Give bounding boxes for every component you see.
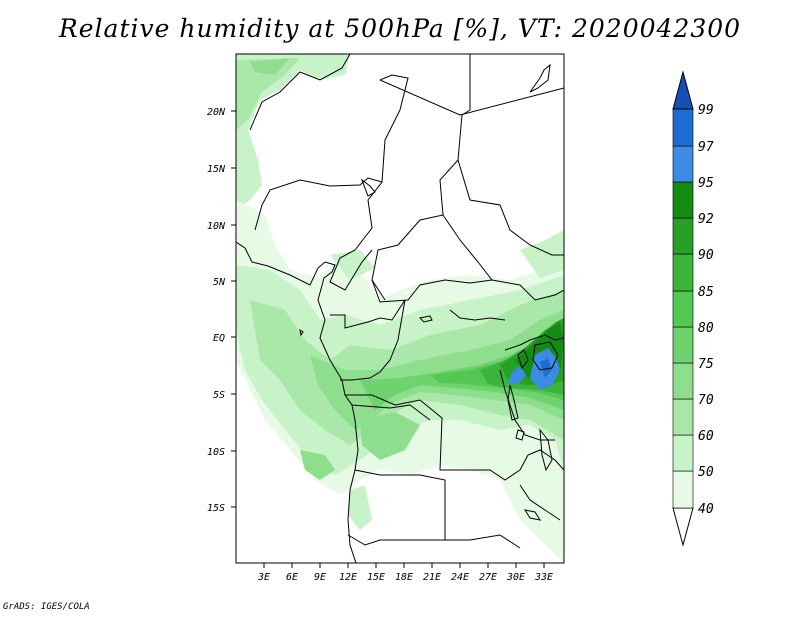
humidity-patch (540, 358, 552, 378)
colorbar-label: 85 (698, 285, 714, 300)
lat-label: 15S (207, 503, 225, 514)
lake (517, 349, 529, 370)
lon-label: 27E (479, 572, 497, 583)
colorbar-label: 97 (698, 140, 714, 155)
colorbar-top-arrow (672, 70, 694, 110)
lake (507, 384, 519, 421)
colorbar: 40 50 60 70 75 80 85 90 92 95 97 99 (672, 70, 714, 547)
border (330, 299, 406, 329)
colorbar-label: 80 (698, 321, 714, 336)
lat-label: EQ (213, 333, 225, 344)
lon-label: 6E (286, 572, 298, 583)
humidity-patch (500, 425, 564, 520)
lake (515, 429, 525, 441)
colorbar-segment (672, 398, 694, 436)
chart-title: Relative humidity at 500hPa [%], VT: 202… (58, 14, 742, 43)
map-frame (235, 53, 565, 564)
lake (418, 315, 433, 323)
lat-label: 15N (207, 164, 226, 175)
colorbar-bottom-arrow (672, 507, 694, 547)
border (351, 404, 431, 421)
humidity-patch (508, 366, 526, 384)
lon-label: 15E (367, 572, 385, 583)
humidity-patch (360, 412, 420, 460)
border (519, 449, 564, 471)
country-borders (236, 54, 564, 563)
colorbar-label: 40 (698, 502, 714, 517)
lat-label: 10N (207, 221, 226, 232)
lon-label: 24E (451, 572, 469, 583)
border (249, 54, 351, 131)
border (442, 214, 564, 301)
lon-label: 3E (257, 572, 270, 583)
lake (360, 178, 376, 197)
credit-text: GrADS: IGES/COLA (3, 602, 90, 612)
colorbar-segment (672, 145, 694, 183)
humidity-patch (250, 58, 290, 75)
colorbar-segment (672, 326, 694, 364)
border (499, 369, 555, 441)
border (519, 484, 561, 521)
border (371, 279, 493, 303)
colorbar-segment (672, 290, 694, 328)
border (449, 309, 506, 321)
colorbar-label: 75 (698, 357, 714, 372)
colorbar-label: 60 (698, 429, 714, 444)
colorbar-segment (672, 217, 694, 255)
border (504, 334, 564, 351)
colorbar-segment (672, 181, 694, 219)
colorbar-segment (672, 253, 694, 292)
colorbar-segment (672, 108, 694, 147)
lake (299, 328, 304, 337)
lat-label: 5N (213, 277, 226, 288)
colorbar-label: 99 (698, 103, 714, 118)
humidity-patch (236, 58, 300, 130)
lon-label: 9E (314, 572, 326, 583)
lon-label: 21E (423, 572, 441, 583)
lon-label: 33E (534, 572, 553, 583)
humidity-patch (300, 450, 335, 480)
border (457, 159, 564, 256)
colorbar-label: 92 (698, 212, 714, 227)
border (329, 181, 383, 291)
lake (523, 509, 542, 521)
lake (532, 341, 559, 371)
lon-label: 18E (395, 572, 413, 583)
border (345, 394, 521, 481)
humidity-field (236, 54, 564, 563)
lon-label: 12E (339, 572, 357, 583)
lat-label: 10S (207, 447, 225, 458)
lon-label: 30E (506, 572, 525, 583)
colorbar-label: 90 (698, 248, 714, 263)
border (347, 534, 445, 546)
colorbar-label: 95 (698, 176, 714, 191)
border (254, 74, 409, 231)
humidity-patch (360, 330, 564, 410)
lat-axis: 20N 15N 10N 5N EQ 5S 10S 15S (207, 107, 236, 514)
lat-label: 20N (207, 107, 226, 118)
colorbar-label: 50 (698, 465, 714, 480)
border (340, 299, 406, 381)
border (379, 79, 564, 116)
colorbar-segment (672, 434, 694, 472)
border (371, 54, 471, 301)
humidity-patch (348, 485, 372, 530)
lake (539, 428, 553, 472)
border (354, 469, 521, 549)
colorbar-segment (672, 362, 694, 400)
humidity-patch (520, 230, 564, 278)
colorbar-segment (672, 470, 694, 509)
humidity-patch (236, 54, 350, 210)
lat-label: 5S (213, 390, 225, 401)
lon-axis: 3E 6E 9E 12E 15E 18E 21E 24E 27E 30E 33E (257, 563, 553, 583)
lake (529, 63, 551, 93)
colorbar-label: 70 (698, 393, 714, 408)
